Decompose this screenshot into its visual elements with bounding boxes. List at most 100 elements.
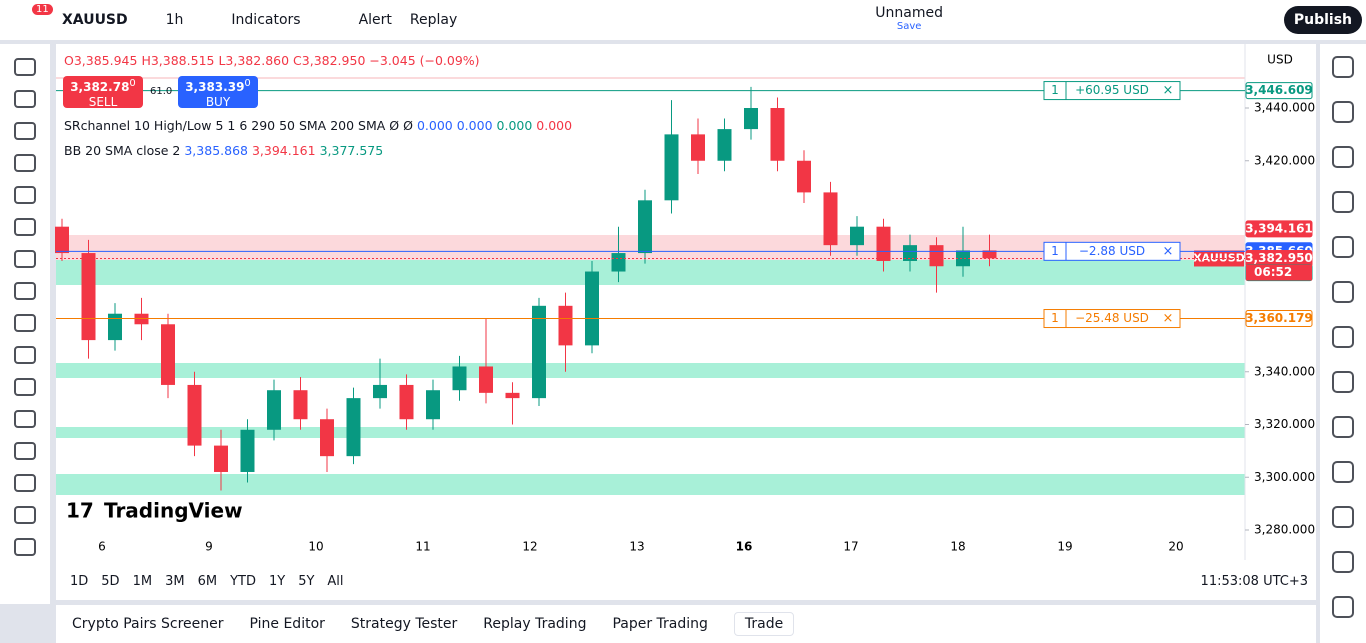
tool-icon[interactable] [14,474,36,492]
support-zone [56,363,1245,378]
sidebar-icon[interactable] [1332,146,1354,168]
sidebar-icon[interactable] [1332,236,1354,258]
tool-icon[interactable] [14,346,36,364]
candle-body [558,305,573,346]
range-button[interactable]: 1Y [268,573,286,589]
publish[interactable]: Publish [1283,6,1362,34]
save[interactable]: Save [896,21,922,32]
price-badge-label: 3,446.609 [1245,83,1313,97]
sidebar-icon[interactable] [1332,326,1354,348]
interval[interactable]: 1h [165,12,184,28]
tool-icon[interactable] [14,154,36,172]
layout[interactable]: Unnamed Save [875,5,943,33]
tool-icon[interactable] [14,186,36,204]
candle-body [399,384,414,420]
sidebar-icon[interactable] [1332,281,1354,303]
sidebar-icon[interactable] [1332,101,1354,123]
sell-label[interactable]: SELL [88,95,118,109]
tool-icon[interactable] [14,314,36,332]
bottom-tab[interactable]: Paper Trading [612,616,708,632]
alert[interactable]: Alert [358,12,392,28]
sidebar-icon[interactable] [1332,56,1354,78]
indicator-name: BB 20 SMA close 2 [64,143,181,158]
indicators[interactable]: Indicators [231,12,301,28]
range-button[interactable]: 5Y [298,573,315,589]
position-pnl: −2.88 USD [1079,244,1145,258]
ohlc-legend: O3,385.945 H3,388.515 L3,382.860 C3,382.… [64,53,480,68]
bottom-tab[interactable]: Trade [733,612,795,636]
y-tick-label: 3,280.000 [1254,523,1315,537]
candle-body [373,384,387,399]
indicator-value: 3,394.161 [251,143,316,158]
range-button[interactable]: 6M [197,573,218,589]
symbol-tag-label: XAUUSD [1193,251,1245,264]
drawing-toolbar [0,44,50,604]
tool-icon[interactable] [14,506,36,524]
range-button[interactable]: All [327,573,344,589]
tool-icon[interactable] [14,58,36,76]
tool-icon[interactable] [14,250,36,268]
tool-icon[interactable] [14,378,36,396]
layout-name[interactable]: Unnamed [875,5,943,21]
tool-icon[interactable] [14,538,36,556]
sell-price-sup[interactable]: 0 [129,78,136,89]
indicator-value: 0.000 [496,118,533,133]
x-tick-label: 16 [736,540,753,554]
tool-icon[interactable] [14,90,36,108]
candle-body [55,226,69,254]
candle-body [293,390,308,420]
range-button[interactable]: 5D [101,573,120,589]
alerts-badge[interactable]: 11 [32,4,53,15]
indicator-legend: BB 20 SMA close 2 3,385.868 3,394.161 3,… [64,143,383,158]
range-button[interactable]: YTD [230,573,256,589]
range-button[interactable]: 1M [132,573,153,589]
sell-price[interactable]: 3,382.78 [70,80,130,94]
indicator-value: 0.000 [456,118,493,133]
sidebar-icon[interactable] [1332,191,1354,213]
bottom-tab[interactable]: Strategy Tester [350,616,458,632]
symbol[interactable]: XAUUSD [62,12,128,28]
bottom-tab[interactable]: Crypto Pairs Screener [72,616,224,632]
sidebar-icon[interactable] [1332,506,1354,528]
sidebar-icon[interactable] [1332,461,1354,483]
bottom-tabs: Crypto Pairs Screener Pine Editor Strategy… [56,605,1316,643]
buy-label[interactable]: BUY [205,95,231,109]
tool-icon[interactable] [14,122,36,140]
indicator-symbol: Ø [403,118,413,133]
logo-mark: 𝟭𝟳 [66,499,94,523]
sell-button[interactable]: 3,382.780 SELL [63,76,143,109]
bottom-tab[interactable]: Replay Trading [483,616,587,632]
tool-icon[interactable] [14,218,36,236]
sidebar-icon[interactable] [1332,371,1354,393]
candle-body [876,226,891,261]
candle-body [161,324,175,385]
buy-price[interactable]: 3,383.39 [185,80,245,94]
price-badge-label: 3,394.161 [1245,221,1313,235]
tool-icon[interactable] [14,442,36,460]
candle-body [929,245,944,267]
candle-body [267,390,281,430]
range-button[interactable]: 3M [165,573,185,589]
buy-price-sup[interactable]: 0 [244,78,251,89]
price-badge [1245,82,1313,100]
candle-body [638,200,652,254]
position-box [1043,309,1181,329]
x-tick-label: 18 [950,540,965,554]
open: O3,385.945 [64,53,138,68]
candle-body [585,271,599,346]
tool-icon[interactable] [14,282,36,300]
symbol-tag [1194,250,1244,267]
position-pnl: −25.48 USD [1075,311,1149,325]
bottom-tab[interactable]: Pine Editor [249,616,325,632]
replay[interactable]: Replay [409,12,458,28]
position-close: × [1163,311,1174,326]
range-button[interactable]: 1D [70,573,89,589]
candle-body [426,390,440,420]
candle-body [214,445,228,472]
sidebar-icon[interactable] [1332,551,1354,573]
buy-button[interactable]: 3,383.390 BUY [178,76,258,109]
sidebar-icon[interactable] [1332,416,1354,438]
candle-body [797,160,811,193]
tool-icon[interactable] [14,410,36,428]
sidebar-icon[interactable] [1332,596,1354,618]
